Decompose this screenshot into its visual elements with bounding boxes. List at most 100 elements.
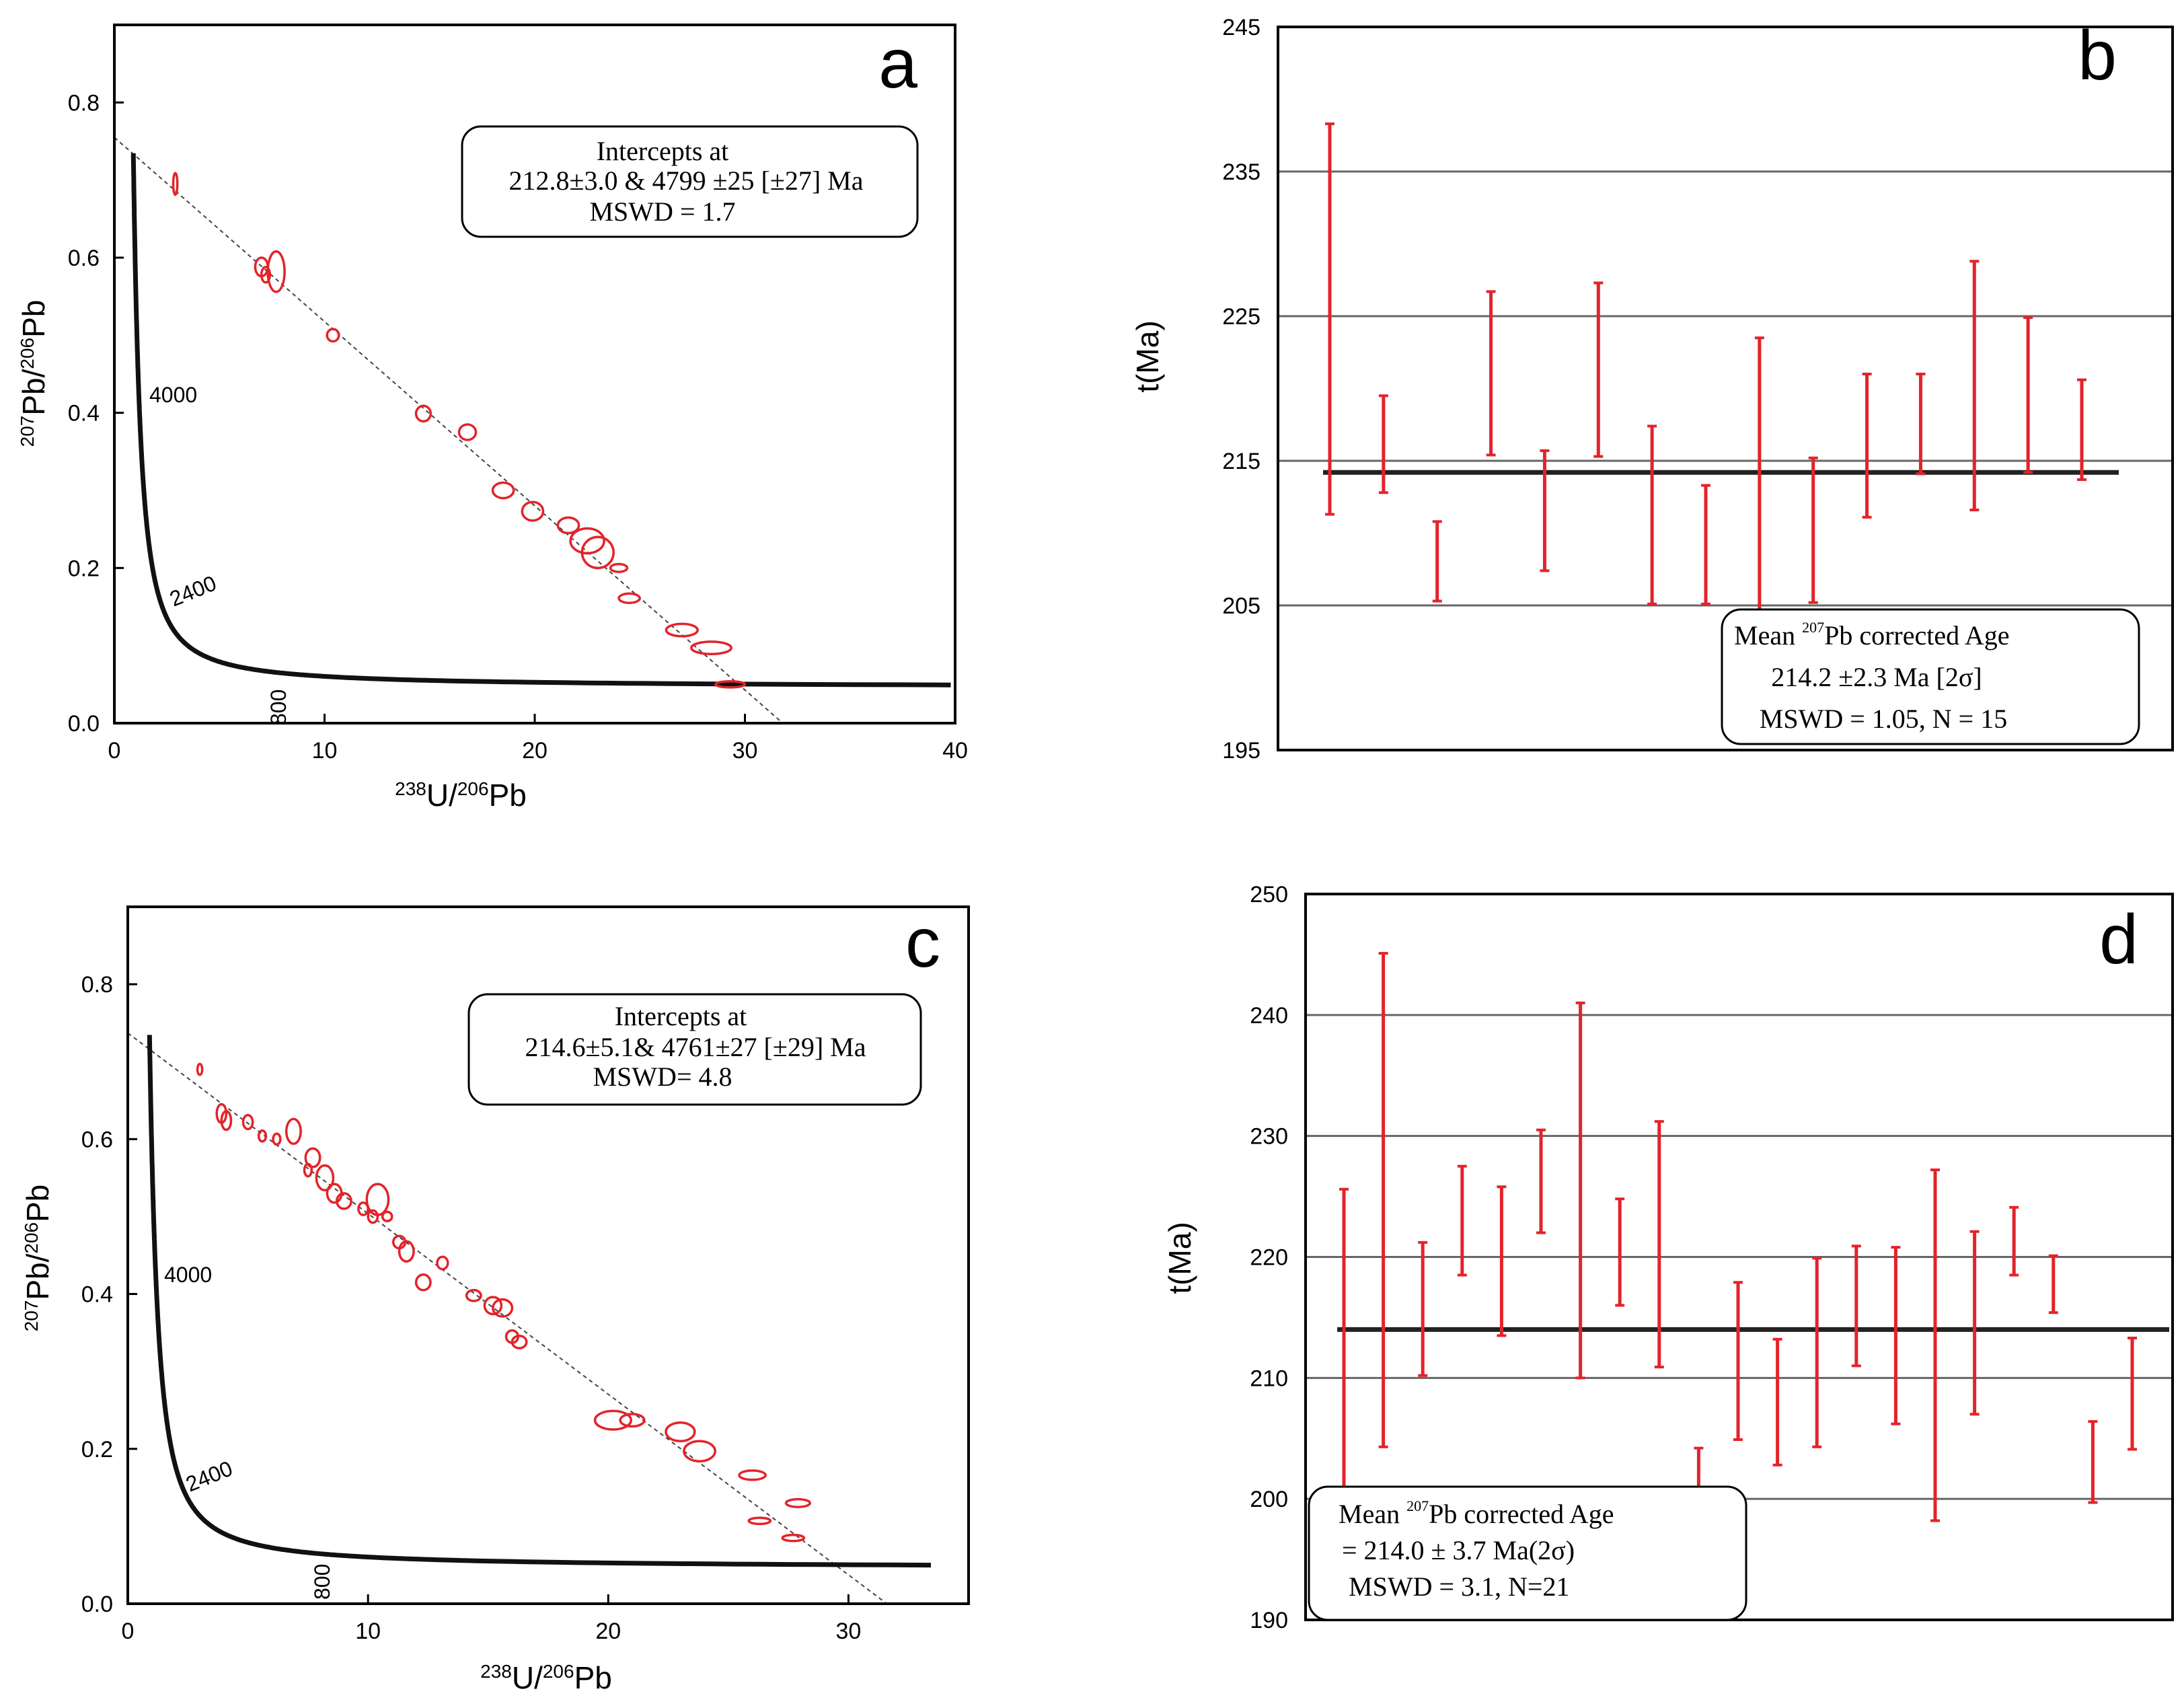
- data-ellipse: [483, 1296, 503, 1316]
- y-tick-label: 0.0: [68, 711, 100, 737]
- y-tick-label: 0.4: [68, 401, 100, 426]
- y-tick-label: 245: [1222, 15, 1261, 40]
- y-tick-label: 215: [1222, 449, 1261, 474]
- concordia-curve: [130, 153, 951, 688]
- panel-b-info-box: Mean 207Pb corrected Age 214.2 ±2.3 Ma […: [1721, 608, 2140, 745]
- data-ellipse: [272, 1132, 282, 1146]
- panel-b-frame: [1277, 26, 2174, 751]
- panel-a-box-line2: 212.8±3.0 & 4799 ±25 [±27] Ma: [509, 165, 864, 196]
- data-ellipse: [521, 500, 545, 522]
- y-tick-label: 195: [1222, 738, 1261, 764]
- panel-b-weighted-mean: 195 205 215 225 235 245 b t(Ma) Mean 207Pb co…: [1130, 15, 2174, 764]
- x-tick-label: 30: [836, 1619, 862, 1644]
- y-tick-label: 0.8: [81, 972, 113, 998]
- data-ellipse: [580, 535, 615, 570]
- panel-b-letter: b: [2078, 17, 2117, 95]
- panel-c-box-line3: MSWD= 4.8: [593, 1062, 732, 1092]
- data-ellipse: [172, 172, 179, 196]
- data-ellipse: [414, 1273, 432, 1292]
- data-ellipse: [266, 250, 286, 293]
- panel-d-ylabel: t(Ma): [1162, 1222, 1197, 1294]
- data-ellipse: [414, 404, 432, 423]
- data-ellipse: [738, 1469, 767, 1481]
- data-ellipse: [457, 423, 478, 441]
- panel-d-weighted-mean: 190 200 210 220 230 240 250 d t(Ma) Mean 207Pb…: [1162, 882, 2174, 1633]
- panel-b-box-frame: [1721, 608, 2140, 745]
- data-ellipse: [220, 1110, 233, 1131]
- concordia-label-4000: 4000: [164, 1263, 212, 1287]
- data-ellipse: [714, 679, 747, 689]
- data-ellipse: [569, 527, 605, 555]
- panel-c-ylabel: 207Pb/206Pb: [20, 1185, 55, 1332]
- panel-d-info-box: Mean 207Pb corrected Age = 214.0 ± 3.7 M…: [1308, 1485, 1747, 1621]
- data-ellipse: [367, 1209, 379, 1224]
- panel-c-box-line1: Intercepts at: [615, 1001, 747, 1031]
- data-ellipse: [683, 1440, 716, 1462]
- panel-c-box-line2: 214.6±5.1& 4761±27 [±29] Ma: [525, 1032, 866, 1062]
- panel-d-frame: [1304, 893, 2174, 1621]
- panel-d-box-frame: [1308, 1485, 1747, 1621]
- panel-a-box-line3: MSWD = 1.7: [589, 196, 735, 227]
- concordia-label-800: 800: [266, 690, 291, 725]
- data-ellipse: [781, 1533, 806, 1543]
- data-ellipse: [665, 622, 699, 638]
- x-tick-label: 20: [595, 1619, 621, 1644]
- data-ellipse: [257, 1129, 268, 1143]
- data-ellipse: [617, 592, 641, 604]
- x-tick-label: 0: [108, 738, 121, 764]
- panel-b-box-line2: 214.2 ±2.3 Ma [2σ]: [1771, 662, 1982, 692]
- data-ellipse: [335, 1192, 352, 1210]
- data-ellipse: [260, 266, 272, 284]
- data-ellipse: [491, 481, 515, 500]
- data-ellipse: [241, 1113, 254, 1131]
- panel-c-frame: [126, 905, 970, 1605]
- data-ellipse: [326, 328, 340, 343]
- x-tick-label: 30: [732, 738, 758, 764]
- panel-d-box-line1: Mean 207Pb corrected Age: [1339, 1497, 1614, 1529]
- y-tick-label: 0.4: [81, 1282, 113, 1308]
- panel-a-ylabel: 207Pb/206Pb: [16, 300, 51, 447]
- panel-d-box-line2: = 214.0 ± 3.7 Ma(2σ): [1342, 1535, 1575, 1565]
- y-tick-label: 240: [1250, 1003, 1288, 1029]
- concordia-label-4000: 4000: [149, 383, 197, 407]
- x-tick-label: 20: [522, 738, 548, 764]
- y-tick-label: 220: [1250, 1245, 1288, 1271]
- data-ellipse: [784, 1497, 812, 1508]
- panel-a-xlabel: 238U/206Pb: [395, 778, 527, 813]
- panel-c-info-box: Intercepts at 214.6±5.1& 4761±27 [±29] M…: [467, 993, 922, 1106]
- data-ellipse: [511, 1334, 528, 1349]
- y-tick-label: 235: [1222, 159, 1261, 185]
- data-ellipse: [665, 1421, 696, 1443]
- panel-d-box-line3: MSWD = 3.1, N=21: [1349, 1571, 1569, 1602]
- y-tick-label: 210: [1250, 1366, 1288, 1391]
- data-ellipse: [398, 1240, 415, 1263]
- x-tick-label: 10: [355, 1619, 381, 1644]
- x-tick-label: 10: [312, 738, 338, 764]
- data-ellipse: [436, 1255, 449, 1271]
- data-ellipse: [556, 516, 580, 535]
- data-ellipse: [365, 1183, 390, 1216]
- panel-c-letter: c: [905, 904, 940, 982]
- x-tick-label: 40: [942, 738, 968, 764]
- y-tick-label: 0.8: [68, 90, 100, 116]
- data-ellipse: [315, 1164, 335, 1192]
- panel-a-concordia: 0 10 20 30 40 0.0 0.2 0.4 0.6 0.8 a 4000 2400 800…: [16, 24, 968, 813]
- data-ellipse: [690, 640, 732, 656]
- data-ellipse: [619, 1413, 646, 1428]
- y-tick-label: 0.6: [81, 1127, 113, 1152]
- data-ellipse: [285, 1117, 302, 1145]
- panel-c-box-frame: [467, 993, 922, 1106]
- concordia-label-2400: 2400: [182, 1456, 235, 1496]
- panel-c-concordia: 0 10 20 30 0.0 0.2 0.4 0.6 0.8 c 4000 2400 800 I…: [20, 904, 970, 1695]
- y-tick-label: 200: [1250, 1487, 1288, 1512]
- y-tick-label: 0.2: [81, 1437, 113, 1462]
- data-ellipse: [747, 1516, 772, 1526]
- y-tick-label: 0.2: [68, 556, 100, 581]
- y-tick-label: 190: [1250, 1608, 1288, 1633]
- panel-a-box-line1: Intercepts at: [597, 136, 729, 166]
- concordia-curve: [147, 1035, 932, 1568]
- panel-b-box-line3: MSWD = 1.05, N = 15: [1760, 704, 2007, 734]
- regression-line: [127, 1032, 888, 1604]
- y-tick-label: 225: [1222, 304, 1261, 330]
